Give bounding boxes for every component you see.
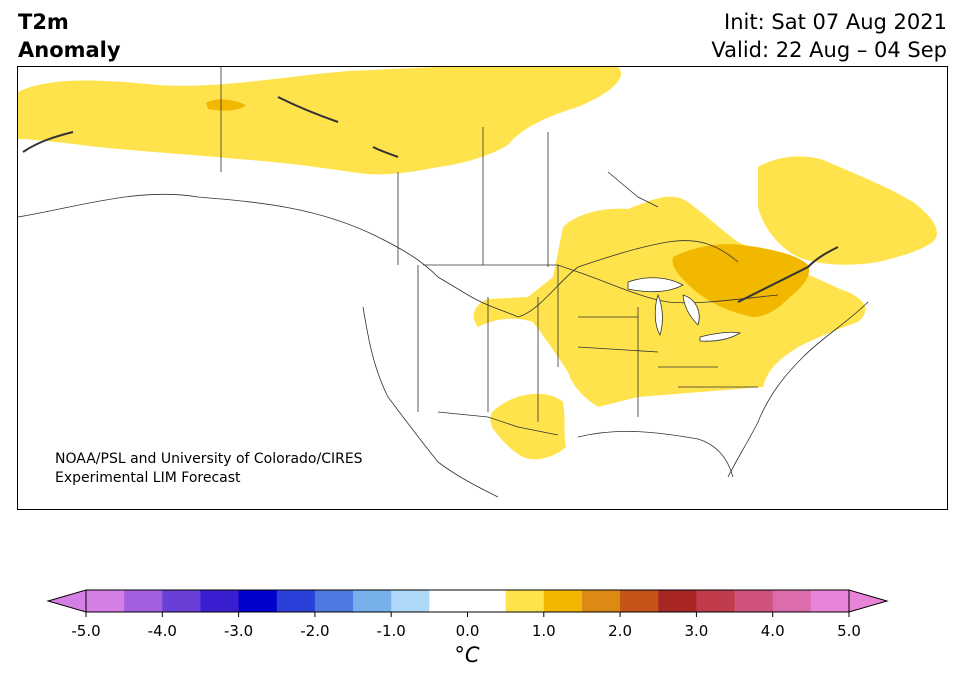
colorbar-swatch bbox=[581, 590, 621, 612]
anomaly-region-quebec-labrador bbox=[758, 156, 937, 265]
colorbar-swatch bbox=[162, 590, 201, 612]
colorbar-swatch bbox=[543, 590, 583, 612]
river-st-lawrence bbox=[737, 246, 839, 303]
colorbar-unit-label: °C bbox=[454, 643, 480, 667]
colorbar-tick-label: 0.0 bbox=[456, 622, 480, 640]
lake-superior bbox=[627, 277, 684, 293]
colorbar-swatch bbox=[276, 590, 316, 612]
colorbar-tick-label: -5.0 bbox=[71, 622, 100, 640]
coastline-atlantic bbox=[727, 301, 869, 478]
colorbar-tick-label: -3.0 bbox=[224, 622, 253, 640]
coastline-pacific bbox=[362, 306, 499, 498]
colorbar-swatch bbox=[772, 590, 812, 612]
colorbar-swatch bbox=[505, 590, 545, 612]
credit-line-2: Experimental LIM Forecast bbox=[55, 470, 241, 486]
border-us-mexico bbox=[437, 411, 559, 436]
colorbar-swatch bbox=[86, 590, 125, 612]
border-us-canada bbox=[423, 264, 779, 304]
chart-title: T2m Anomaly bbox=[18, 8, 121, 64]
colorbar-tick-label: 4.0 bbox=[761, 622, 785, 640]
colorbar-swatch bbox=[200, 590, 240, 612]
lake-michigan bbox=[654, 293, 663, 336]
border-canada-provinces bbox=[397, 127, 659, 267]
colorbar-over-arrow bbox=[848, 589, 889, 613]
anomaly-region-yukon-small bbox=[206, 99, 246, 111]
colorbar-swatch bbox=[620, 590, 659, 612]
colorbar-swatch bbox=[238, 590, 278, 612]
lake-huron bbox=[682, 294, 700, 326]
init-date: Init: Sat 07 Aug 2021 bbox=[724, 10, 947, 34]
colorbar-tick-label: -1.0 bbox=[377, 622, 406, 640]
anomaly-map: NOAA/PSL and University of Colorado/CIRE… bbox=[17, 66, 948, 510]
map-boundaries bbox=[18, 67, 869, 498]
river-yukon bbox=[22, 96, 399, 158]
colorbar-swatch bbox=[429, 590, 468, 612]
map-canvas bbox=[18, 67, 937, 498]
colorbar-under-arrow bbox=[46, 589, 87, 613]
credit-line-1: NOAA/PSL and University of Colorado/CIRE… bbox=[55, 451, 363, 467]
map-credit: NOAA/PSL and University of Colorado/CIRE… bbox=[55, 450, 363, 488]
colorbar-swatch bbox=[467, 590, 507, 612]
anomaly-region-ontario-quebec-core bbox=[672, 244, 810, 317]
colorbar-swatch bbox=[696, 590, 736, 612]
colorbar-swatch bbox=[658, 590, 697, 612]
coastline-gulf bbox=[577, 430, 734, 478]
anomaly-hot-regions bbox=[206, 99, 810, 317]
colorbar-tick-label: 5.0 bbox=[837, 622, 861, 640]
lake-erie bbox=[699, 331, 742, 342]
anomaly-region-alaska-canada-north bbox=[18, 67, 622, 175]
coastline-north bbox=[18, 193, 739, 318]
colorbar-tick-label: 2.0 bbox=[608, 622, 632, 640]
colorbar-tick-label: 3.0 bbox=[684, 622, 708, 640]
colorbar-tick-label: -2.0 bbox=[300, 622, 329, 640]
colorbar-swatch bbox=[810, 590, 850, 612]
colorbar-swatch bbox=[734, 590, 774, 612]
border-us-states bbox=[417, 265, 758, 422]
anomaly-region-mexico bbox=[490, 393, 566, 460]
colorbar-tick-label: 1.0 bbox=[532, 622, 556, 640]
valid-range: Valid: 22 Aug – 04 Sep bbox=[711, 38, 947, 62]
title-line-1: T2m bbox=[18, 10, 69, 34]
colorbar-swatch bbox=[353, 590, 392, 612]
colorbar-swatch bbox=[124, 590, 163, 612]
forecast-dates: Init: Sat 07 Aug 2021 Valid: 22 Aug – 04… bbox=[711, 8, 947, 64]
colorbar-tick-label: -4.0 bbox=[148, 622, 177, 640]
colorbar: -5.0 -4.0 -3.0 -2.0 -1.0 0.0 1.0 2.0 3.0 4.0 5.0 °C bbox=[46, 589, 889, 667]
colorbar-swatch bbox=[314, 590, 354, 612]
colorbar-swatch bbox=[391, 590, 430, 612]
title-line-2: Anomaly bbox=[18, 38, 121, 62]
great-lakes bbox=[627, 277, 742, 342]
